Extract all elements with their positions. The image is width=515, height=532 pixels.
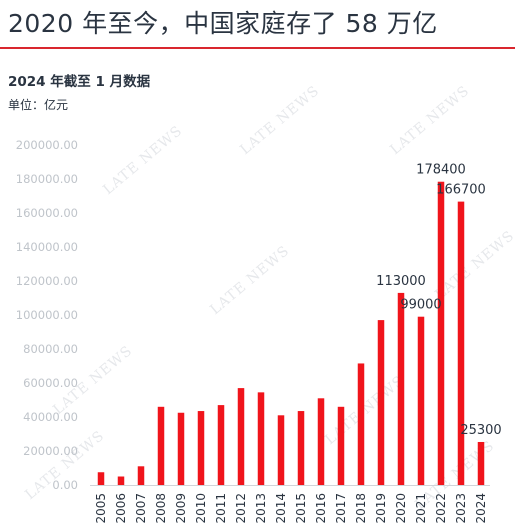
y-tick-label: 140000.00 bbox=[16, 240, 78, 254]
bar bbox=[157, 406, 165, 485]
x-tick-label: 2010 bbox=[194, 493, 208, 524]
bar bbox=[237, 388, 245, 485]
x-tick-label: 2018 bbox=[354, 493, 368, 524]
y-axis: 0.00 20000.00 40000.00 60000.00 80000.00 1000… bbox=[16, 138, 78, 492]
data-label: 99000 bbox=[400, 298, 441, 313]
x-tick-label: 2014 bbox=[274, 493, 288, 524]
bar bbox=[477, 441, 485, 485]
y-tick-label: 60000.00 bbox=[23, 376, 78, 390]
bar bbox=[417, 316, 425, 485]
unit-label: 单位：亿元 bbox=[8, 98, 69, 112]
data-label: 166700 bbox=[436, 183, 486, 198]
bar bbox=[277, 415, 285, 485]
y-tick-label: 100000.00 bbox=[16, 308, 78, 322]
x-tick-label: 2021 bbox=[414, 493, 428, 524]
bar bbox=[317, 398, 325, 485]
watermark-text: LATE NEWS bbox=[322, 373, 407, 448]
x-tick-label: 2011 bbox=[214, 493, 228, 524]
x-tick-label: 2017 bbox=[334, 493, 348, 524]
x-tick-label: 2020 bbox=[394, 493, 408, 524]
bar bbox=[357, 363, 365, 485]
bar bbox=[257, 392, 265, 485]
x-tick-label: 2008 bbox=[154, 493, 168, 524]
bar bbox=[97, 472, 105, 485]
title-divider bbox=[0, 47, 515, 49]
x-tick-label: 2012 bbox=[234, 493, 248, 524]
data-label: 25300 bbox=[460, 423, 501, 438]
bar bbox=[137, 466, 145, 485]
watermark-text: LATE NEWS bbox=[100, 123, 185, 198]
bar bbox=[337, 406, 345, 485]
x-tick-label: 2015 bbox=[294, 493, 308, 524]
x-tick-label: 2007 bbox=[134, 493, 148, 524]
bar bbox=[117, 476, 125, 485]
data-label: 113000 bbox=[376, 274, 426, 289]
watermark-text: LATE NEWS bbox=[207, 243, 292, 318]
x-tick-label: 2019 bbox=[374, 493, 388, 524]
bar bbox=[457, 201, 465, 486]
chart-title: 2020 年至今，中国家庭存了 58 万亿 bbox=[8, 9, 438, 38]
x-tick-label: 2005 bbox=[94, 493, 108, 524]
bar bbox=[297, 411, 305, 485]
watermark-text: LATE NEWS bbox=[387, 83, 472, 158]
chart-subtitle: 2024 年截至 1 月数据 bbox=[8, 74, 151, 90]
watermark-text: LATE NEWS bbox=[237, 83, 322, 158]
data-labels: 113000 99000 178400 166700 25300 bbox=[376, 163, 502, 438]
y-tick-label: 80000.00 bbox=[23, 342, 78, 356]
watermark-text: LATE NEWS bbox=[432, 228, 515, 303]
bar bbox=[437, 181, 445, 485]
x-tick-label: 2022 bbox=[434, 493, 448, 524]
x-tick-label: 2006 bbox=[114, 493, 128, 524]
data-label: 178400 bbox=[416, 163, 466, 178]
x-axis: 2005 2006 2007 2008 2009 2010 2011 2012 2013 2014… bbox=[90, 485, 490, 524]
y-tick-label: 20000.00 bbox=[23, 444, 78, 458]
y-tick-label: 40000.00 bbox=[23, 410, 78, 424]
bars bbox=[97, 181, 485, 486]
y-tick-label: 200000.00 bbox=[16, 138, 78, 152]
x-tick-label: 2016 bbox=[314, 493, 328, 524]
x-tick-label: 2023 bbox=[454, 493, 468, 524]
y-tick-label: 0.00 bbox=[52, 478, 78, 492]
y-tick-label: 160000.00 bbox=[16, 206, 78, 220]
x-tick-label: 2013 bbox=[254, 493, 268, 524]
bar bbox=[197, 411, 205, 485]
y-tick-label: 120000.00 bbox=[16, 274, 78, 288]
bar bbox=[177, 412, 185, 485]
bar bbox=[217, 405, 225, 485]
bar bbox=[377, 320, 385, 485]
x-tick-label: 2024 bbox=[474, 493, 488, 524]
x-tick-label: 2009 bbox=[174, 493, 188, 524]
y-tick-label: 180000.00 bbox=[16, 172, 78, 186]
bar bbox=[397, 292, 405, 485]
